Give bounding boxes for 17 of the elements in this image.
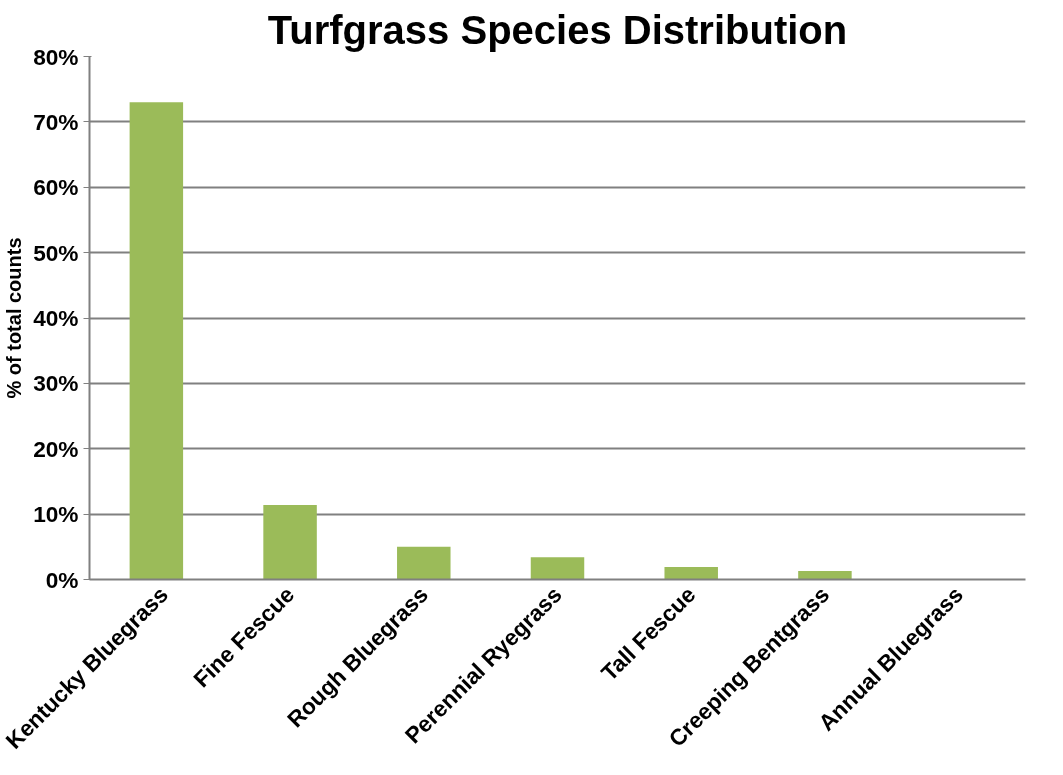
bar — [263, 504, 317, 580]
bar — [129, 102, 184, 580]
y-tick-label: 20% — [33, 435, 79, 462]
y-tick-label: 30% — [33, 370, 79, 397]
y-tick-label: 70% — [33, 108, 79, 135]
y-tick-label: 80% — [33, 43, 79, 70]
chart-title: Turfgrass Species Distribution — [267, 7, 848, 52]
y-tick-label: 50% — [33, 239, 79, 266]
bar — [397, 546, 451, 580]
bar — [798, 571, 852, 580]
y-tick-label: 60% — [33, 174, 79, 201]
y-tick-label: 10% — [33, 501, 79, 528]
y-tick-label: 0% — [45, 566, 79, 593]
y-tick-label: 40% — [33, 305, 79, 331]
bar — [530, 557, 585, 580]
y-axis-title: % of total counts — [3, 237, 26, 399]
bar — [664, 567, 718, 580]
